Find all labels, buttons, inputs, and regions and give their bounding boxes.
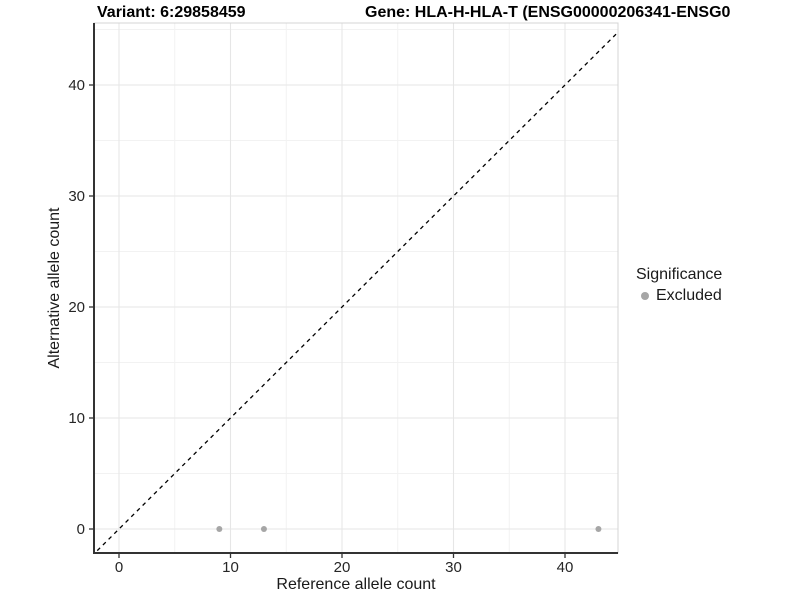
panel-background <box>94 23 618 553</box>
data-point <box>216 526 223 532</box>
y-tick-label: 30 <box>68 188 85 205</box>
legend-title: Significance <box>636 266 723 283</box>
x-tick-label: 10 <box>222 559 239 576</box>
plot-title-variant: Variant: 6:29858459 <box>97 4 246 21</box>
data-point <box>260 526 267 532</box>
y-tick-label: 20 <box>68 299 85 316</box>
x-tick-label: 30 <box>445 559 462 576</box>
legend-item-excluded: Excluded <box>636 287 722 305</box>
y-axis-title: Alternative allele count <box>46 207 63 369</box>
plot-title-gene: Gene: HLA-H-HLA-T (ENSG00000206341-ENSG0 <box>365 4 731 21</box>
x-tick-label: 20 <box>334 559 351 576</box>
x-axis-title: Reference allele count <box>276 576 436 593</box>
x-tick-label: 0 <box>115 559 123 576</box>
legend-item-label: Excluded <box>656 287 722 304</box>
excluded-point-icon <box>641 292 649 300</box>
x-tick-label: 40 <box>557 559 574 576</box>
y-tick-label: 40 <box>68 77 85 94</box>
y-tick-label: 10 <box>68 410 85 427</box>
legend: Significance Excluded <box>636 266 722 305</box>
y-tick-label: 0 <box>77 521 85 538</box>
identity-reference-line <box>94 31 618 553</box>
data-point <box>595 526 602 532</box>
